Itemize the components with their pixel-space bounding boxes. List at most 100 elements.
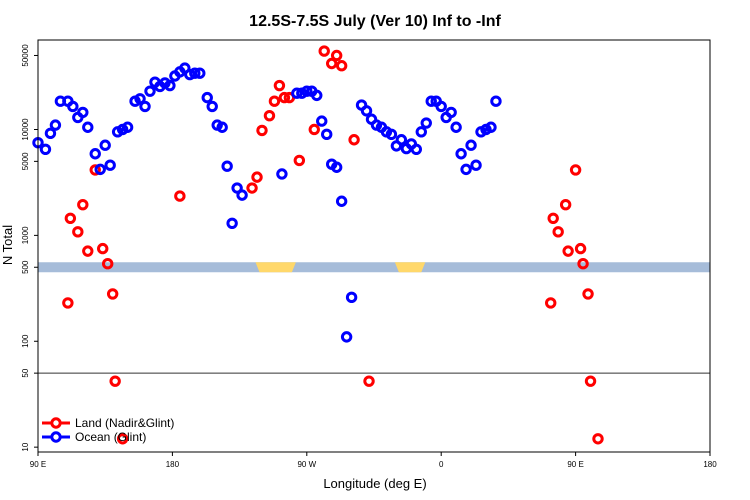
plot-frame — [37, 39, 711, 453]
ocean-point — [291, 87, 303, 99]
land-point — [82, 245, 94, 257]
ocean-point — [435, 100, 447, 113]
y-tick-label: 10 — [21, 442, 30, 451]
ocean-point — [460, 163, 472, 176]
chart-title: 12.5S-7.5S July (Ver 10) Inf to -Inf — [249, 13, 501, 30]
ocean-point — [194, 67, 206, 79]
ocean-point — [340, 331, 353, 343]
ocean-point — [410, 143, 423, 155]
y-tick-label: 50000 — [21, 44, 30, 67]
land-point — [101, 258, 114, 270]
land-point — [116, 433, 129, 445]
ocean-point — [485, 121, 497, 133]
ocean-point — [385, 128, 398, 141]
legend-ocean-marker — [50, 431, 62, 443]
land-point — [263, 109, 276, 122]
land-point — [592, 433, 604, 445]
land-point — [547, 212, 559, 224]
ocean-point — [206, 100, 218, 113]
x-tick-label: 90 E — [567, 460, 583, 469]
ocean-point — [415, 126, 427, 138]
land-point — [97, 242, 109, 255]
ocean-point — [311, 89, 323, 102]
legend-ocean-label: Ocean (Glint) — [75, 430, 146, 444]
land-band-segment — [255, 262, 296, 273]
land-point — [363, 375, 375, 387]
ocean-point — [316, 115, 328, 127]
ocean-point — [420, 117, 432, 129]
x-tick-label: 180 — [703, 460, 717, 469]
ocean-point — [450, 121, 462, 133]
y-tick-label: 500 — [21, 260, 30, 274]
ocean-point — [226, 217, 238, 230]
land-point — [577, 258, 589, 270]
y-tick-label: 1000 — [21, 226, 30, 244]
legend-land-marker — [50, 417, 62, 429]
land-point — [325, 57, 338, 70]
ocean-point — [89, 148, 101, 160]
land-band-layer — [38, 262, 710, 273]
land-point — [251, 171, 263, 183]
land-point — [62, 297, 74, 309]
land-point — [64, 212, 77, 224]
land-point — [106, 288, 119, 300]
y-axis-label: N Total — [0, 225, 15, 265]
ocean-point — [321, 128, 333, 141]
ocean-point — [360, 105, 373, 117]
land-point — [330, 49, 343, 62]
land-point — [569, 164, 582, 176]
ocean-point — [445, 106, 457, 119]
land-point — [109, 375, 121, 387]
land-point — [256, 124, 268, 137]
x-tick-label: 90 E — [30, 460, 46, 469]
land-point — [582, 288, 594, 300]
ocean-point — [395, 134, 408, 146]
ocean-point — [139, 100, 151, 113]
land-point — [584, 375, 597, 387]
ocean-point — [335, 195, 348, 207]
ocean-point — [164, 79, 176, 92]
land-point — [335, 60, 348, 72]
land-point — [273, 79, 286, 92]
x-tick-label: 0 — [439, 460, 444, 469]
ocean-point — [134, 93, 146, 105]
y-tick-label: 100 — [21, 334, 30, 348]
land-point — [72, 226, 84, 238]
ocean-point — [67, 100, 79, 113]
ocean-point — [39, 143, 52, 155]
land-point — [348, 134, 360, 146]
x-tick-label: 180 — [166, 460, 180, 469]
ocean-point — [345, 291, 358, 304]
x-tick-label: 90 W — [297, 460, 316, 469]
ocean-point — [184, 68, 196, 81]
land-point — [174, 190, 186, 202]
land-point — [77, 198, 89, 211]
ocean-point — [236, 189, 248, 201]
ocean-point — [82, 121, 94, 133]
land-point — [89, 164, 101, 176]
land-point — [559, 198, 572, 211]
land-point — [562, 245, 574, 257]
ocean-point — [104, 159, 116, 171]
y-tick-label: 10000 — [21, 118, 30, 141]
ocean-point — [276, 168, 288, 180]
ocean-point — [94, 163, 106, 176]
y-tick-label: 50 — [21, 368, 30, 377]
ocean-point — [465, 139, 477, 151]
land-point — [308, 123, 320, 136]
legend-land-label: Land (Nadir&Glint) — [75, 416, 174, 430]
ocean-point — [455, 148, 467, 160]
land-point — [552, 226, 564, 238]
land-point — [545, 297, 557, 309]
land-point — [268, 95, 281, 107]
ocean-point — [121, 121, 134, 133]
land-band-segment — [394, 262, 426, 273]
ocean-point — [301, 85, 313, 97]
land-point — [246, 182, 258, 194]
data-points — [32, 45, 604, 445]
ocean-point — [49, 119, 62, 131]
ocean-point — [189, 67, 201, 79]
ocean-point — [201, 91, 213, 104]
ocean-point — [231, 182, 243, 194]
